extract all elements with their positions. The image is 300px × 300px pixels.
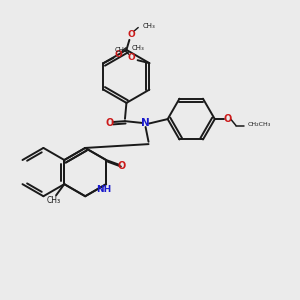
Text: O: O <box>106 118 114 128</box>
Text: O: O <box>115 50 123 59</box>
Text: CH₃: CH₃ <box>143 23 156 29</box>
Text: CH₃: CH₃ <box>115 46 128 52</box>
Text: O: O <box>127 53 135 62</box>
Text: CH₂CH₃: CH₂CH₃ <box>247 122 270 128</box>
Text: CH₃: CH₃ <box>47 196 61 205</box>
Text: NH: NH <box>96 185 111 194</box>
Text: O: O <box>128 30 136 39</box>
Text: O: O <box>117 161 126 172</box>
Text: CH₃: CH₃ <box>131 45 144 51</box>
Text: O: O <box>223 114 231 124</box>
Text: N: N <box>141 118 150 128</box>
